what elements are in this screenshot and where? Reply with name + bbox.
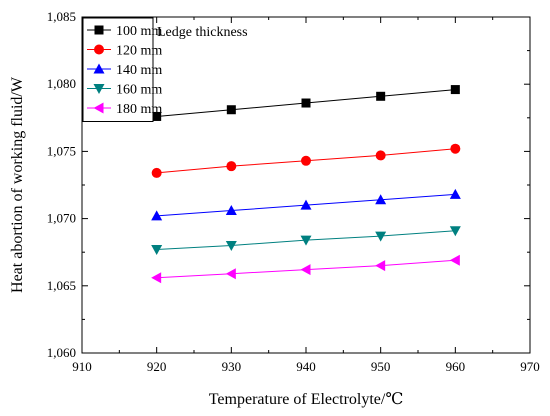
legend-box [82,17,154,122]
series-layer [151,85,461,284]
series-3 [151,188,461,221]
data-point [375,260,386,272]
x-axis-title: Temperature of Electrolyte/℃ [209,391,403,408]
data-point [151,272,162,284]
legend-entry-4: 160 mm [87,83,162,98]
legend: Ledge thickness 100 mm 120 mm 140 mm 160 mm… [82,17,248,122]
data-point [151,167,162,178]
y-tick-label: 1,080 [47,76,76,91]
data-point [375,150,386,161]
data-point [300,264,311,276]
x-tick-label: 950 [371,359,391,374]
data-point [301,155,311,166]
y-tick-label: 1,085 [47,9,76,24]
legend-entry-3: 140 mm [87,63,162,78]
y-axis-title: Heat abortion of working fluid/W [9,76,26,293]
data-point [300,199,312,210]
data-point [376,91,386,101]
data-point [375,194,387,205]
x-tick-label: 930 [222,359,242,374]
x-tick-label: 970 [520,359,540,374]
data-point [449,226,461,237]
data-point [226,105,236,115]
data-point [225,268,236,280]
legend-entry-2: 120 mm [87,44,162,59]
legend-title: Ledge thickness [157,25,248,40]
data-point [301,98,311,108]
data-point [449,254,460,266]
axes: 910 920 930 940 950 960 970 1,060 1,065 1,070 1,07… [47,9,540,374]
legend-marker [93,102,104,114]
data-point [151,210,163,221]
legend-entry-1: 100 mm [87,24,162,39]
legend-marker [93,84,105,94]
series-2 [151,143,461,178]
data-point [152,111,162,121]
legend-label: 160 mm [116,83,162,98]
y-tick-label: 1,065 [47,278,76,293]
data-point [449,188,461,199]
x-tick-label: 920 [147,359,167,374]
data-point [300,235,312,246]
series-1 [152,85,460,121]
series-4 [151,226,461,256]
legend-label: 100 mm [116,24,162,39]
data-point [450,143,461,154]
legend-marker [94,25,104,35]
series-5 [151,254,460,284]
legend-label: 180 mm [116,102,162,117]
data-point [450,85,460,95]
legend-entry-5: 180 mm [87,102,162,117]
data-point [151,245,163,256]
x-tick-label: 960 [446,359,466,374]
legend-label: 120 mm [116,44,162,59]
x-tick-label: 940 [296,359,316,374]
legend-marker [94,44,104,55]
x-tick-label: 910 [72,359,92,374]
data-point [226,161,237,172]
legend-marker [93,63,105,74]
y-tick-label: 1,060 [47,345,76,360]
legend-label: 140 mm [116,63,162,78]
data-point [225,240,237,251]
data-point [375,231,387,242]
y-tick-label: 1,075 [47,143,76,158]
y-tick-label: 1,070 [47,211,76,226]
data-point [225,205,237,216]
